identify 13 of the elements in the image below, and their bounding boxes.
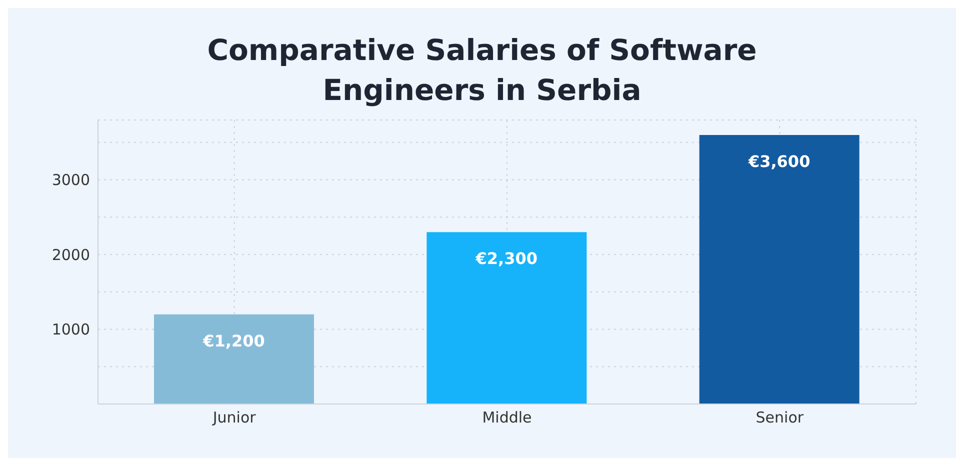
x-tick-label: Junior <box>212 408 257 427</box>
y-tick-label: 1000 <box>52 320 90 339</box>
y-tick-label: 3000 <box>52 171 90 190</box>
data-label: €1,200 <box>202 331 265 350</box>
data-label: €3,600 <box>747 152 810 171</box>
bar <box>699 134 860 404</box>
data-label: €2,300 <box>474 249 538 268</box>
y-tick-label: 2000 <box>52 246 90 264</box>
bar <box>154 314 314 404</box>
x-tick-label: Senior <box>756 408 804 427</box>
bar <box>426 232 587 404</box>
chart-title: Comparative Salaries of Software Engineers in Serbia <box>206 32 758 109</box>
x-tick-label: Middle <box>482 408 532 427</box>
